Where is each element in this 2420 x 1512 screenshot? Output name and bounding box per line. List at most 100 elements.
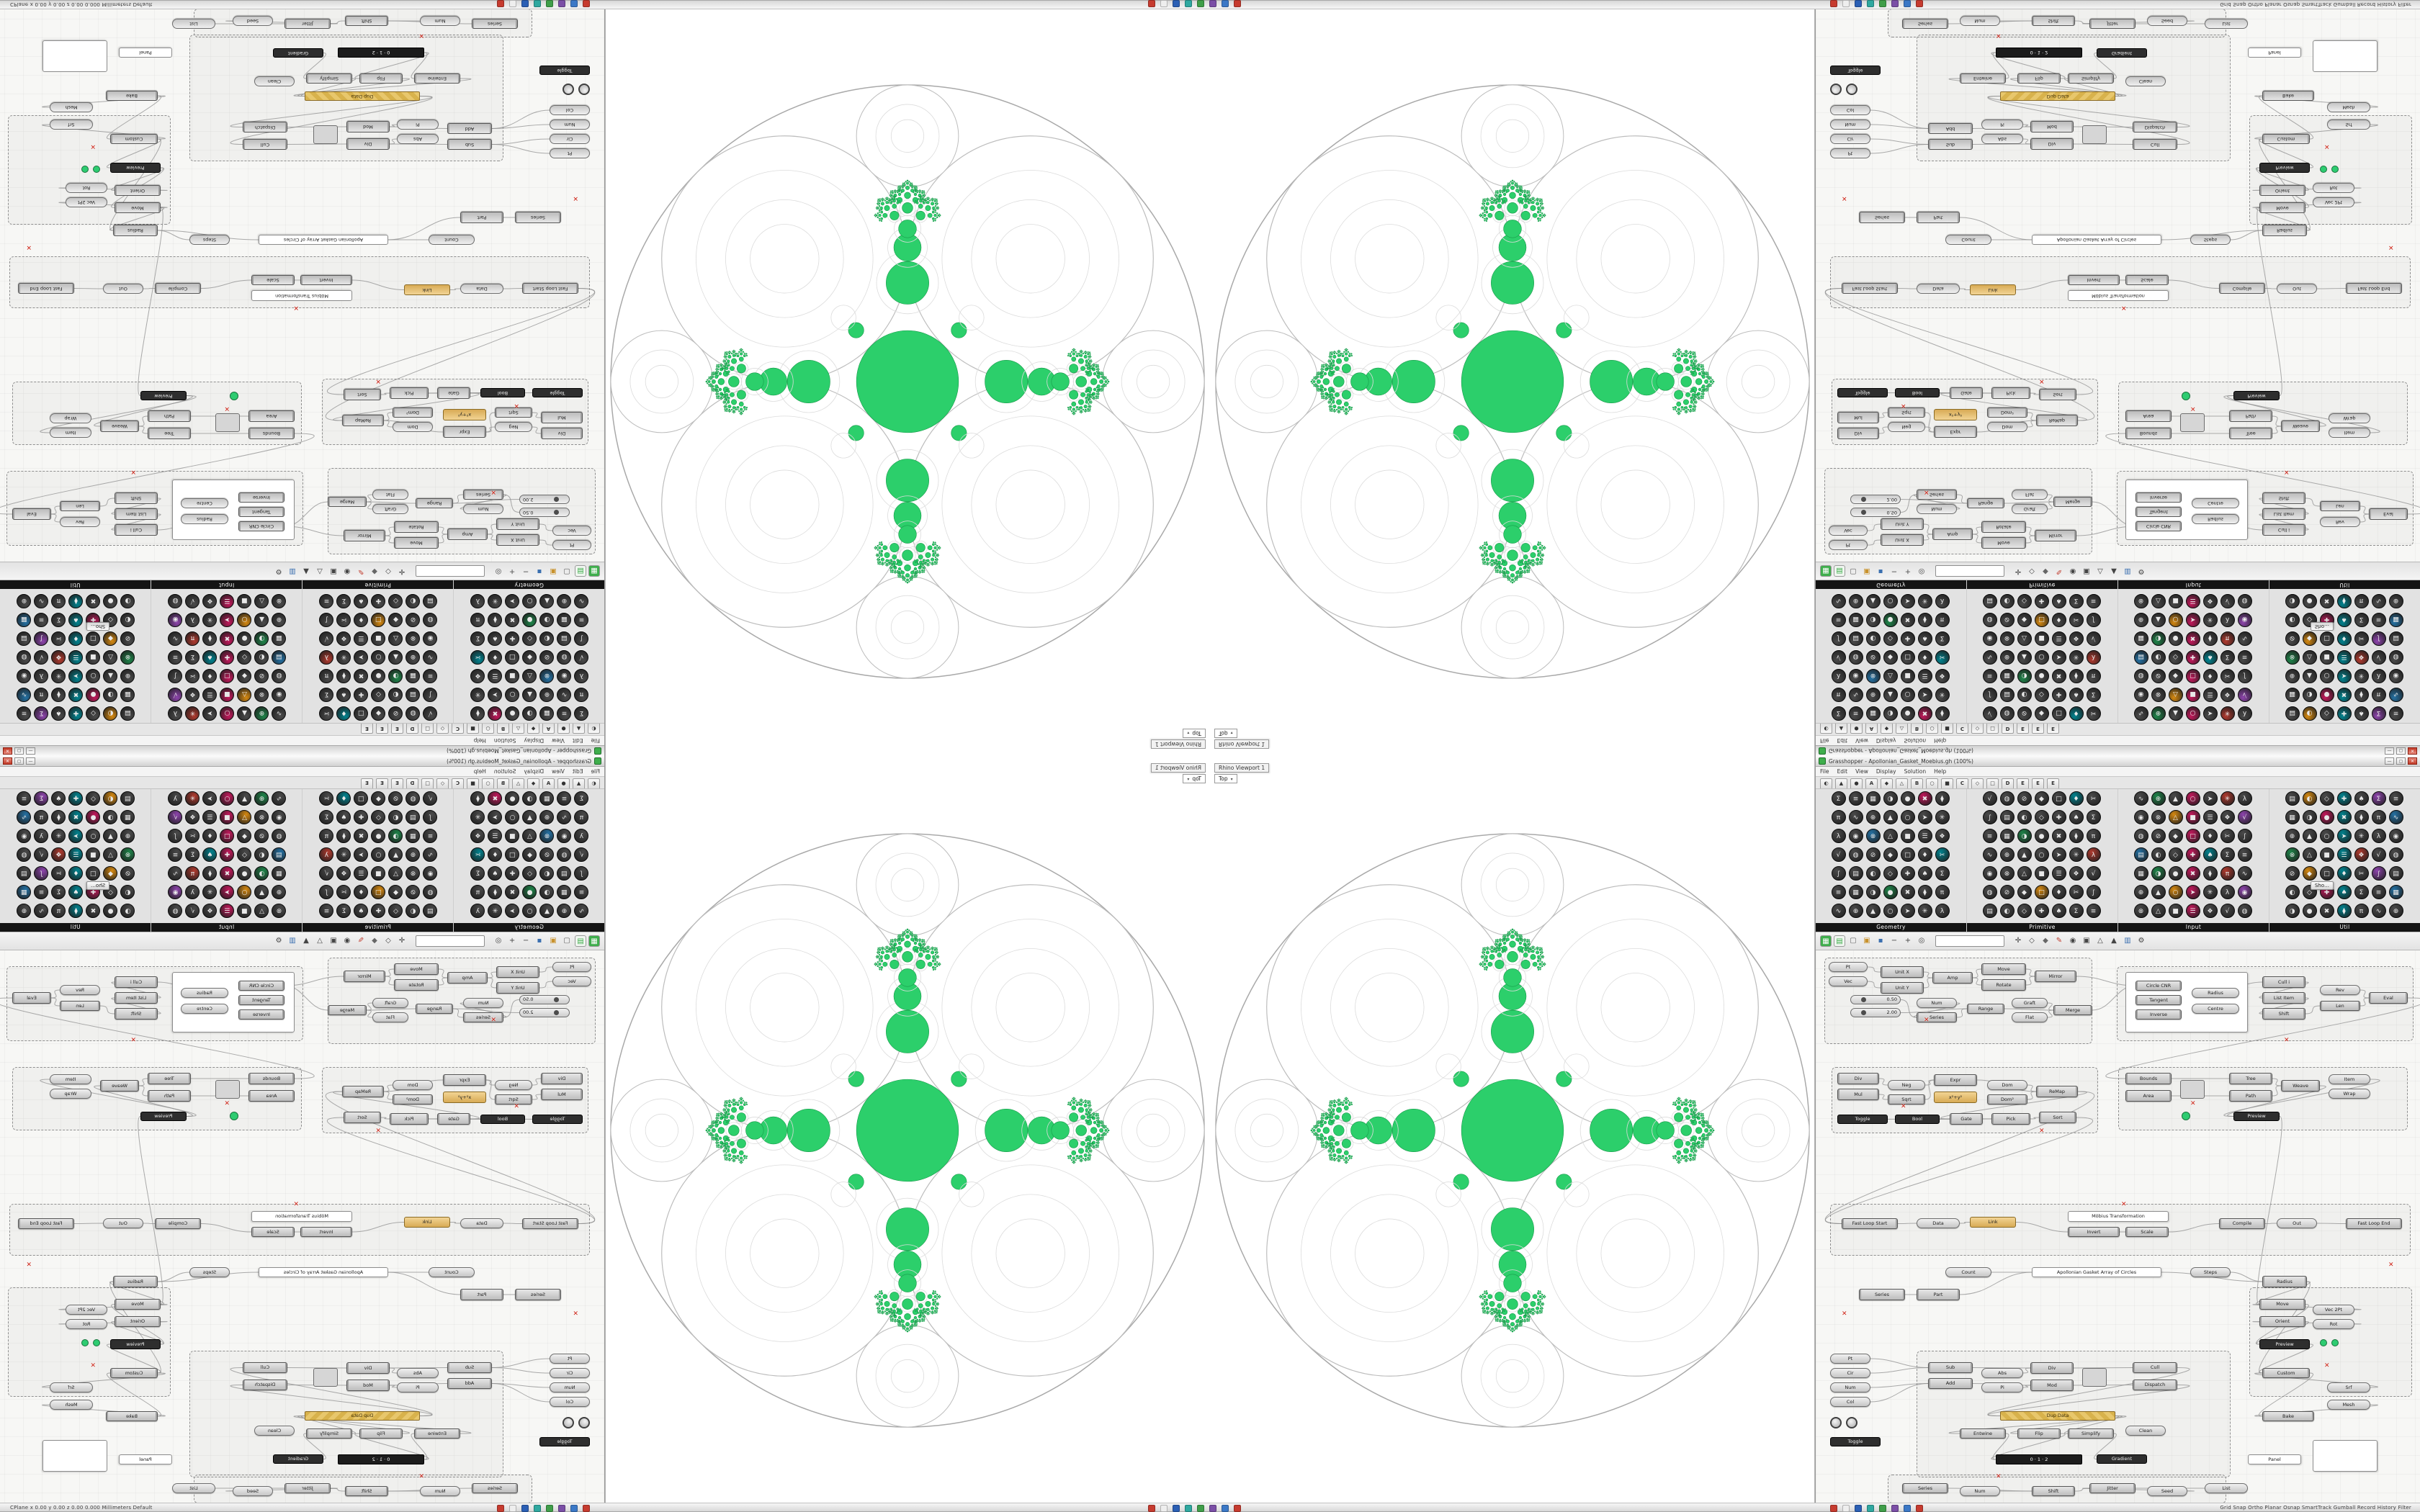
list-view-button[interactable]: ▤ <box>575 565 586 577</box>
component-icon[interactable]: ● <box>2319 688 2334 702</box>
component-node[interactable]: Bounds <box>2125 428 2172 439</box>
navigate-icon[interactable]: ✛ <box>2015 567 2022 575</box>
component-icon[interactable]: ✚ <box>68 706 84 721</box>
component-icon[interactable]: ◑ <box>1883 706 1898 721</box>
component-icon[interactable]: ▲ <box>1865 904 1881 918</box>
component-icon[interactable]: ◑ <box>103 810 118 824</box>
component-icon[interactable]: π <box>2220 631 2235 646</box>
component-node[interactable]: Orient <box>115 1316 161 1327</box>
component-icon[interactable]: ∫ <box>2086 613 2101 627</box>
component-icon[interactable]: ▦ <box>2285 810 2300 824</box>
component-icon[interactable]: ⊗ <box>272 904 287 918</box>
component-icon[interactable]: ● <box>103 904 118 918</box>
component-node[interactable]: Unit Y <box>1881 982 1924 994</box>
component-node[interactable]: Mod <box>346 121 390 132</box>
component-icon[interactable]: ▤ <box>2388 631 2403 646</box>
component-icon[interactable]: ≡ <box>1982 829 1997 843</box>
component-icon[interactable]: ▦ <box>2133 866 2148 881</box>
component-icon[interactable]: ∿ <box>1848 810 1863 824</box>
component-icon[interactable]: ⊕ <box>2388 904 2403 918</box>
component-icon[interactable]: ✖ <box>2051 669 2066 683</box>
category-tab-15[interactable]: E <box>2047 778 2059 788</box>
component-icon[interactable]: ♠ <box>488 631 503 646</box>
component-node[interactable]: Fast Loop Start <box>522 1218 578 1229</box>
param-node[interactable]: Clean <box>254 1426 295 1436</box>
param-node[interactable]: Rot <box>66 183 107 193</box>
component-icon[interactable]: ♦ <box>1917 847 1932 862</box>
category-tab-6[interactable]: B <box>497 724 509 734</box>
component-icon[interactable]: ∿ <box>574 594 589 608</box>
component-icon[interactable]: ➤ <box>1900 904 1915 918</box>
component-icon[interactable]: ○ <box>86 829 101 843</box>
component-node[interactable]: Unit X <box>1881 966 1924 978</box>
param-node[interactable]: Abs <box>1981 134 2023 144</box>
category-tab-13[interactable]: E <box>2017 724 2029 734</box>
component-icon[interactable]: ☰ <box>2051 866 2066 881</box>
component-icon[interactable]: ● <box>2168 631 2183 646</box>
component-icon[interactable]: ⊕ <box>539 810 555 824</box>
param-node[interactable]: Dom <box>1987 422 2027 432</box>
component-icon[interactable]: ∫ <box>2237 829 2252 843</box>
component-icon[interactable]: △ <box>1883 669 1898 683</box>
component-icon[interactable]: △ <box>254 594 269 608</box>
component-icon[interactable]: ♦ <box>202 669 218 683</box>
grid-view-button[interactable]: ▦ <box>1820 565 1832 577</box>
preview-swatch[interactable] <box>2182 392 2190 400</box>
component-icon[interactable]: ♦ <box>2336 866 2352 881</box>
component-icon[interactable]: ⊕ <box>2151 706 2166 721</box>
component-icon[interactable]: ❖ <box>2069 866 2084 881</box>
component-icon[interactable]: ● <box>1900 706 1915 721</box>
param-node[interactable]: Num <box>550 1382 590 1392</box>
component-icon[interactable]: ■ <box>371 631 386 646</box>
component-node[interactable]: Part <box>1917 1289 1960 1300</box>
component-icon[interactable]: △ <box>2151 904 2166 918</box>
component-icon[interactable]: Σ <box>2354 613 2369 627</box>
category-tab-11[interactable]: □ <box>1986 778 1999 788</box>
component-icon[interactable]: λ <box>1935 904 1950 918</box>
component-node[interactable]: Radius <box>113 225 158 236</box>
palette-section-label[interactable]: Input <box>151 923 302 932</box>
category-tab-13[interactable]: E <box>391 778 403 788</box>
component-icon[interactable]: ∿ <box>423 847 438 862</box>
component-node[interactable]: Series <box>1917 490 1957 500</box>
component-node[interactable]: Merge <box>2053 497 2092 507</box>
component-icon[interactable]: ◍ <box>168 904 183 918</box>
component-icon[interactable]: △ <box>103 847 118 862</box>
component-icon[interactable]: ⊘ <box>388 706 403 721</box>
component-icon[interactable]: △ <box>2168 810 2183 824</box>
param-node[interactable]: Srf <box>50 120 93 130</box>
component-icon[interactable]: ❖ <box>2202 594 2218 608</box>
component-node[interactable]: Series <box>1902 19 1948 29</box>
component-node[interactable]: Eval <box>12 508 51 520</box>
param-node[interactable]: Dom <box>393 1080 433 1090</box>
component-icon[interactable]: ☰ <box>2051 631 2066 646</box>
component-icon[interactable]: ♦ <box>202 829 218 843</box>
expression-node[interactable]: x²+y² <box>1934 409 1977 420</box>
component-icon[interactable]: ✳ <box>1935 688 1950 702</box>
component-icon[interactable]: ◇ <box>2168 847 2183 862</box>
component-icon[interactable]: ⧫ <box>2354 810 2369 824</box>
param-node[interactable]: Wrap <box>2329 413 2370 423</box>
component-icon[interactable]: ▲ <box>2017 650 2032 665</box>
component-icon[interactable]: ✚ <box>371 904 386 918</box>
menu-item-solution[interactable]: Solution <box>493 737 516 744</box>
component-icon[interactable]: ◍ <box>2388 847 2403 862</box>
value-list-node[interactable]: 0 · 1 · 2 <box>338 1454 424 1464</box>
taskbar-app-teal-icon[interactable] <box>1185 0 1192 8</box>
component-node[interactable]: Sqrt <box>1888 1094 1925 1104</box>
component-icon[interactable]: ∿ <box>574 904 589 918</box>
component-icon[interactable]: ≡ <box>2371 613 2386 627</box>
component-icon[interactable]: ▤ <box>2285 791 2300 806</box>
component-node[interactable]: Div <box>1837 1073 1879 1084</box>
component-icon[interactable]: λ <box>1831 829 1846 843</box>
component-icon[interactable]: ✚ <box>505 631 520 646</box>
component-node[interactable]: Compile <box>2219 1218 2265 1229</box>
component-icon[interactable]: ◆ <box>2168 669 2183 683</box>
component-icon[interactable]: ✚ <box>2336 706 2352 721</box>
component-node[interactable]: Sub <box>1928 139 1973 150</box>
component-icon[interactable]: ∿ <box>168 631 183 646</box>
toggle-node[interactable]: Gradient <box>273 48 323 58</box>
component-node[interactable]: Move <box>1981 537 2026 549</box>
component-icon[interactable]: √ <box>1831 650 1846 665</box>
save-definition-icon[interactable]: ▪ <box>1878 567 1883 575</box>
